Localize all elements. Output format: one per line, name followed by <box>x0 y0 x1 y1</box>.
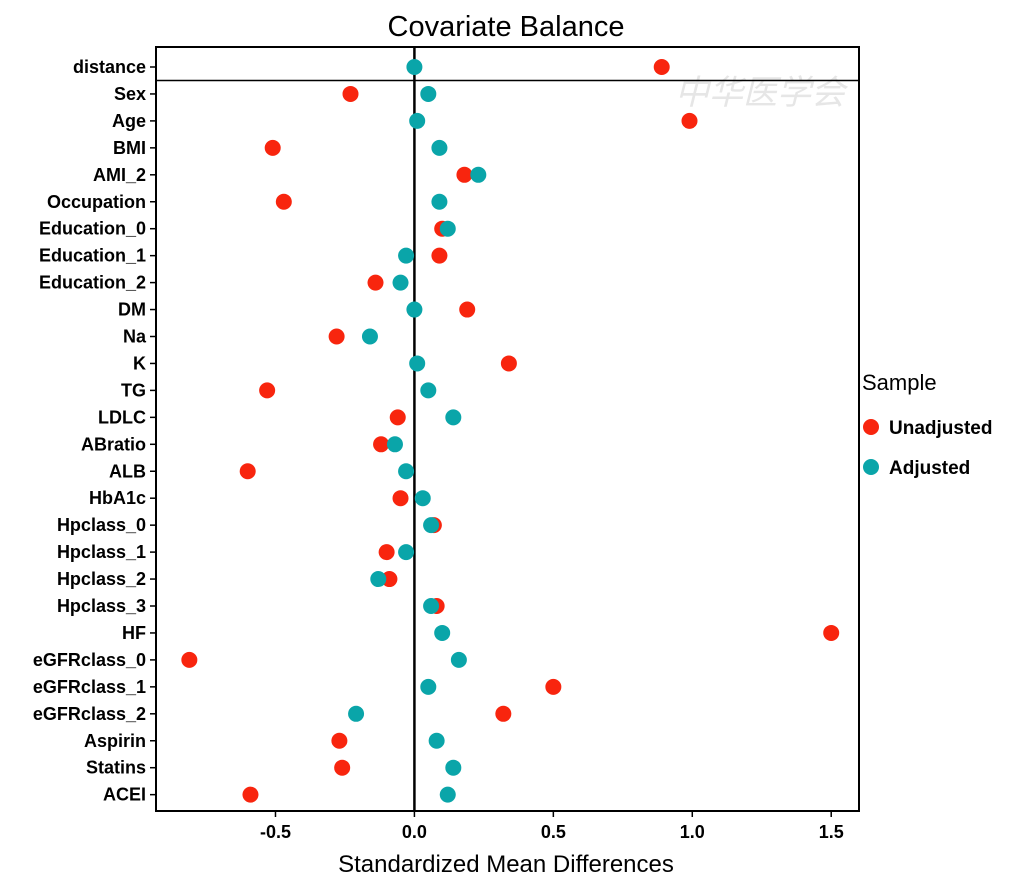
point-unadjusted <box>275 193 292 210</box>
point-adjusted <box>431 193 448 210</box>
x-tick-label: -0.5 <box>260 822 291 842</box>
y-tick-label: HbA1c <box>89 488 146 508</box>
point-unadjusted <box>181 651 198 668</box>
point-adjusted <box>420 382 437 399</box>
point-unadjusted <box>456 166 473 183</box>
point-adjusted <box>361 328 378 345</box>
point-adjusted <box>439 220 456 237</box>
point-unadjusted <box>431 247 448 264</box>
point-adjusted <box>434 624 451 641</box>
point-adjusted <box>470 166 487 183</box>
point-adjusted <box>420 678 437 695</box>
point-unadjusted <box>367 274 384 291</box>
point-adjusted <box>445 409 462 426</box>
y-tick-label: ABratio <box>81 434 146 454</box>
point-unadjusted <box>328 328 345 345</box>
point-adjusted <box>414 490 431 507</box>
point-unadjusted <box>392 490 409 507</box>
point-unadjusted <box>334 759 351 776</box>
watermark: 中华医学会 <box>675 73 849 113</box>
y-tick-label: distance <box>73 57 146 77</box>
point-adjusted <box>386 436 403 453</box>
y-tick-label: Sex <box>114 84 146 104</box>
y-tick-label: K <box>133 353 146 373</box>
point-unadjusted <box>264 139 281 156</box>
point-adjusted <box>423 598 440 614</box>
point-unadjusted <box>823 624 840 641</box>
y-tick-label: AMI_2 <box>93 165 146 185</box>
point-unadjusted <box>378 544 395 561</box>
point-unadjusted <box>259 382 276 399</box>
legend-label-unadjusted: Unadjusted <box>889 418 992 439</box>
x-axis-label: Standardized Mean Differences <box>338 851 674 878</box>
y-tick-label: Age <box>112 111 146 131</box>
y-tick-label: eGFRclass_2 <box>33 704 146 724</box>
point-adjusted <box>431 139 448 156</box>
point-adjusted <box>348 705 365 722</box>
y-tick-label: LDLC <box>98 407 146 427</box>
point-adjusted <box>450 651 467 668</box>
point-unadjusted <box>342 85 359 102</box>
x-tick-label: 0.5 <box>541 822 566 842</box>
point-unadjusted <box>389 409 406 426</box>
point-adjusted <box>370 571 387 588</box>
y-tick-label: BMI <box>113 138 146 158</box>
y-tick-label: Hpclass_2 <box>57 569 146 589</box>
legend-title: Sample <box>862 370 937 395</box>
point-unadjusted <box>242 786 259 803</box>
y-tick-label: eGFRclass_1 <box>33 677 146 697</box>
y-tick-label: ALB <box>109 461 146 481</box>
legend-marker-adjusted <box>863 459 879 475</box>
y-tick-label: HF <box>122 623 146 643</box>
point-unadjusted <box>681 112 698 129</box>
legend-marker-unadjusted <box>863 419 879 435</box>
x-tick-label: 0.0 <box>402 822 427 842</box>
point-unadjusted <box>653 59 670 75</box>
point-adjusted <box>409 112 426 129</box>
y-tick-label: Education_0 <box>39 219 146 239</box>
y-tick-label: Hpclass_3 <box>57 596 146 616</box>
point-adjusted <box>398 463 415 480</box>
point-unadjusted <box>239 463 256 480</box>
point-adjusted <box>428 732 445 749</box>
point-unadjusted <box>381 571 398 588</box>
y-tick-label: Na <box>123 327 147 347</box>
y-tick-label: Hpclass_1 <box>57 542 146 562</box>
point-adjusted <box>398 544 415 561</box>
y-tick-label: eGFRclass_0 <box>33 650 146 670</box>
point-adjusted <box>423 517 440 534</box>
y-tick-label: Hpclass_0 <box>57 515 146 535</box>
y-tick-label: DM <box>118 300 146 320</box>
x-tick-label: 1.5 <box>819 822 844 842</box>
y-tick-label: ACEI <box>103 785 146 805</box>
point-adjusted <box>392 274 409 291</box>
chart-title: Covariate Balance <box>388 11 625 43</box>
y-tick-label: Education_1 <box>39 246 146 266</box>
point-adjusted <box>409 355 426 372</box>
y-tick-label: Education_2 <box>39 273 146 293</box>
point-unadjusted <box>545 678 562 695</box>
point-unadjusted <box>331 732 348 749</box>
point-unadjusted <box>500 355 517 372</box>
legend-label-adjusted: Adjusted <box>889 458 970 479</box>
y-tick-label: Aspirin <box>84 731 146 751</box>
point-adjusted <box>398 247 415 264</box>
point-unadjusted <box>495 705 512 722</box>
point-adjusted <box>439 786 456 803</box>
point-unadjusted <box>373 436 390 453</box>
plot-area: distance Sex Age BMI AMI_2 Occupation Educatio… <box>33 46 860 842</box>
point-adjusted <box>406 59 423 75</box>
point-adjusted <box>406 301 423 318</box>
point-adjusted <box>445 759 462 776</box>
y-tick-label: Statins <box>86 758 146 778</box>
plot-frame <box>155 46 860 812</box>
x-tick-label: 1.0 <box>680 822 705 842</box>
legend: Sample Unadjusted Adjusted <box>862 370 992 479</box>
y-tick-label: Occupation <box>47 192 146 212</box>
y-tick-label: TG <box>121 380 146 400</box>
point-unadjusted <box>459 301 476 318</box>
point-adjusted <box>420 85 437 102</box>
